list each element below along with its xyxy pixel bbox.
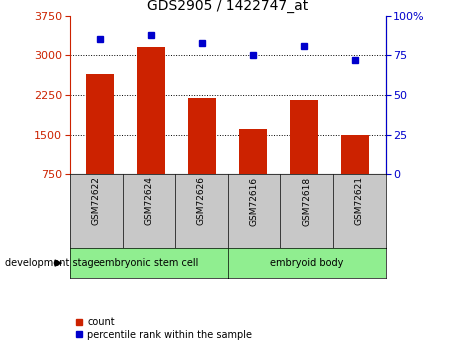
Bar: [87, 74, 115, 174]
Legend: count, percentile rank within the sample: count, percentile rank within the sample: [75, 317, 253, 339]
Text: GSM72622: GSM72622: [92, 176, 101, 225]
Text: GSM72624: GSM72624: [144, 176, 153, 225]
Text: GSM72621: GSM72621: [355, 176, 364, 225]
Text: embryoid body: embryoid body: [270, 258, 343, 268]
Bar: [290, 100, 318, 174]
Text: GSM72626: GSM72626: [197, 176, 206, 225]
Bar: [138, 47, 166, 174]
Text: GSM72618: GSM72618: [302, 176, 311, 226]
Text: GSM72616: GSM72616: [249, 176, 258, 226]
Title: GDS2905 / 1422747_at: GDS2905 / 1422747_at: [147, 0, 308, 13]
Bar: [239, 129, 267, 174]
Text: development stage: development stage: [5, 258, 99, 268]
Text: embryonic stem cell: embryonic stem cell: [99, 258, 198, 268]
Bar: [189, 98, 216, 174]
Bar: [341, 135, 369, 174]
